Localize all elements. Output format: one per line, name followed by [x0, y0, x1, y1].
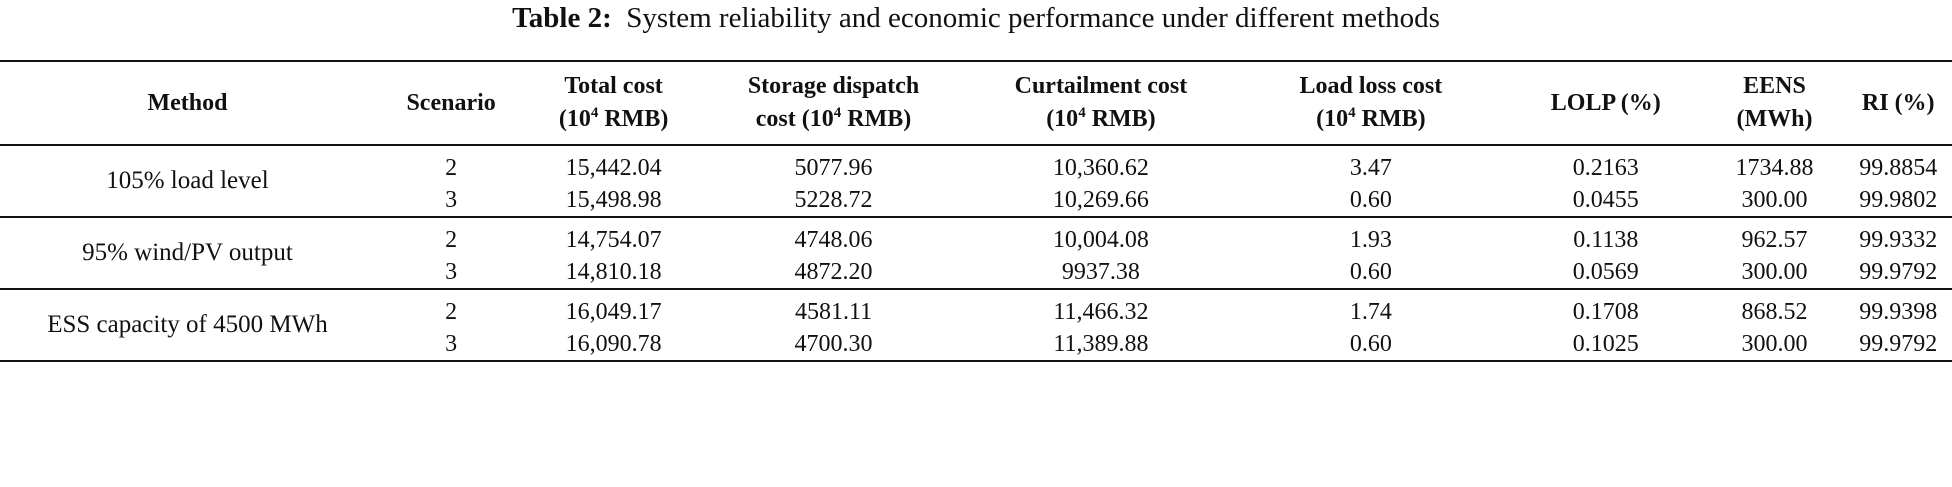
col-header-ri: RI (%): [1861, 89, 1935, 116]
curtailment-cost-cell: 10,269.66: [1052, 187, 1149, 213]
total-cost-cell: 14,754.07: [565, 227, 662, 253]
table-row: 3 14,810.18 4872.20 9937.38 0.60 0.0569 300.00…: [0, 256, 1952, 289]
load-loss-cost-cell: 3.47: [1349, 155, 1392, 181]
col-header-total-cost: Total cost (104 RMB): [558, 73, 669, 132]
load-loss-cost-cell: 1.74: [1349, 299, 1392, 325]
lolp-cell: 0.0569: [1572, 259, 1639, 285]
total-cost-cell: 15,498.98: [565, 187, 662, 213]
lolp-cell: 0.1138: [1573, 227, 1639, 253]
storage-dispatch-cost-cell: 5077.96: [794, 155, 873, 181]
col-header-eens: EENS (MWh): [1736, 73, 1813, 132]
curtailment-cost-cell: 10,360.62: [1052, 155, 1149, 181]
method-cell: 95% wind/PV output: [82, 239, 293, 266]
eens-cell: 962.57: [1741, 227, 1808, 253]
lolp-cell: 0.2163: [1572, 155, 1639, 181]
method-cell: 105% load level: [106, 167, 269, 194]
load-loss-cost-cell: 0.60: [1349, 331, 1392, 357]
table-caption: Table 2: System reliability and economic…: [0, 0, 1952, 40]
lolp-cell: 0.0455: [1572, 187, 1639, 213]
table-row: 3 15,498.98 5228.72 10,269.66 0.60 0.0455 300.…: [0, 184, 1952, 217]
curtailment-cost-cell: 9937.38: [1061, 259, 1140, 285]
scenario-cell: 3: [445, 331, 458, 357]
col-header-storage-dispatch-cost: Storage dispatch cost (104 RMB): [747, 73, 920, 132]
load-loss-cost-cell: 1.93: [1349, 227, 1392, 253]
col-header-lolp: LOLP (%): [1550, 89, 1661, 116]
scenario-cell: 2: [445, 227, 458, 253]
storage-dispatch-cost-cell: 4700.30: [794, 331, 873, 357]
ri-cell: 99.9802: [1859, 187, 1938, 213]
method-cell: ESS capacity of 4500 MWh: [47, 311, 328, 338]
total-cost-cell: 16,049.17: [565, 299, 662, 325]
table-row: ESS capacity of 4500 MWh 2 16,049.17 4581.1…: [0, 289, 1952, 338]
total-cost-cell: 16,090.78: [565, 331, 662, 357]
curtailment-cost-cell: 11,466.32: [1053, 299, 1149, 325]
col-header-curtailment-cost: Curtailment cost (104 RMB): [1014, 73, 1188, 132]
ri-cell: 99.9332: [1859, 227, 1938, 253]
eens-cell: 300.00: [1741, 331, 1808, 357]
storage-dispatch-cost-cell: 4748.06: [794, 227, 873, 253]
header-row: Method Scenario Total cost (104 RMB) Sto…: [0, 61, 1952, 145]
table-row: 3 16,090.78 4700.30 11,389.88 0.60 0.1025 300.…: [0, 328, 1952, 361]
curtailment-cost-cell: 11,389.88: [1053, 331, 1149, 357]
load-loss-cost-cell: 0.60: [1349, 259, 1392, 285]
eens-cell: 300.00: [1741, 259, 1808, 285]
scenario-cell: 3: [445, 259, 458, 285]
storage-dispatch-cost-cell: 4581.11: [794, 299, 873, 325]
results-table: Method Scenario Total cost (104 RMB) Sto…: [0, 60, 1952, 362]
ri-cell: 99.9792: [1859, 259, 1938, 285]
lolp-cell: 0.1708: [1572, 299, 1639, 325]
col-header-load-loss-cost: Load loss cost (104 RMB): [1299, 73, 1443, 132]
table-row: 95% wind/PV output 2 14,754.07 4748.06 10,00…: [0, 217, 1952, 266]
eens-cell: 868.52: [1741, 299, 1808, 325]
eens-cell: 1734.88: [1735, 155, 1814, 181]
load-loss-cost-cell: 0.60: [1349, 187, 1392, 213]
total-cost-cell: 14,810.18: [565, 259, 662, 285]
storage-dispatch-cost-cell: 4872.20: [794, 259, 873, 285]
lolp-cell: 0.1025: [1572, 331, 1639, 357]
scenario-cell: 2: [445, 155, 458, 181]
eens-cell: 300.00: [1741, 187, 1808, 213]
scenario-cell: 3: [445, 187, 458, 213]
ri-cell: 99.8854: [1859, 155, 1938, 181]
total-cost-cell: 15,442.04: [565, 155, 662, 181]
col-header-method: Method: [147, 89, 228, 116]
caption-label: Table 2:: [512, 2, 612, 34]
ri-cell: 99.9398: [1859, 299, 1938, 325]
ri-cell: 99.9792: [1859, 331, 1938, 357]
scenario-cell: 2: [445, 299, 458, 325]
col-header-scenario: Scenario: [406, 89, 496, 116]
table-row: 105% load level 2 15,442.04 5077.96 10,360.6…: [0, 145, 1952, 194]
storage-dispatch-cost-cell: 5228.72: [794, 187, 873, 213]
curtailment-cost-cell: 10,004.08: [1052, 227, 1149, 253]
caption-text: System reliability and economic performa…: [626, 2, 1440, 34]
